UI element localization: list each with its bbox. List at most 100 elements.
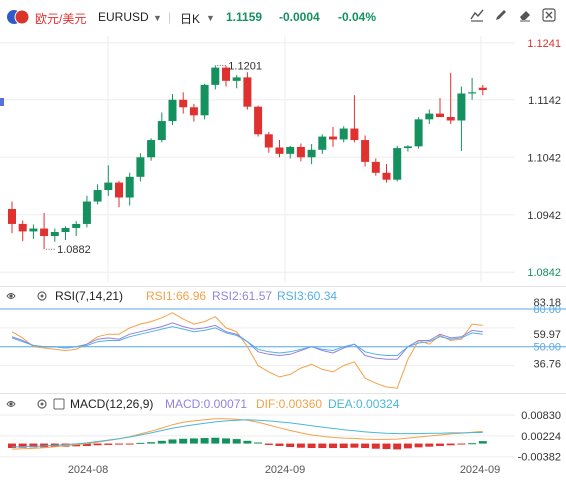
candle bbox=[29, 228, 38, 232]
macd-legend: MACD:0.00071 bbox=[165, 397, 247, 411]
candle bbox=[393, 148, 402, 180]
macd-bar bbox=[200, 438, 209, 444]
macd-bar bbox=[425, 443, 434, 447]
candle bbox=[318, 136, 327, 150]
macd-tick-label: 0.00224 bbox=[521, 431, 561, 443]
dea-legend: DEA:0.00324 bbox=[328, 397, 400, 411]
close-icon[interactable] bbox=[539, 8, 559, 28]
candle bbox=[478, 87, 487, 91]
candle bbox=[468, 92, 477, 94]
macd-bar bbox=[296, 443, 305, 448]
rsi-tick-label: 50.00 bbox=[533, 342, 561, 354]
macd-bar bbox=[318, 443, 327, 449]
macd-bar bbox=[457, 443, 466, 445]
price-change-percent: -0.04% bbox=[338, 10, 377, 24]
candle bbox=[125, 176, 134, 198]
symbol-code[interactable]: EURUSD bbox=[98, 10, 149, 24]
period-selector[interactable]: 日K bbox=[180, 12, 201, 26]
macd-bar bbox=[307, 443, 316, 449]
rsi-tick-label: 36.76 bbox=[533, 358, 561, 370]
macd-bar bbox=[189, 438, 198, 444]
macd-bar bbox=[222, 438, 230, 444]
candle bbox=[286, 146, 295, 154]
rsi-tick-label: 80.00 bbox=[533, 304, 561, 316]
candle bbox=[104, 182, 113, 191]
pencil-icon[interactable] bbox=[491, 8, 511, 28]
candle bbox=[264, 134, 273, 148]
y-tick-label: 1.1142 bbox=[528, 95, 561, 107]
settings-icon-dot bbox=[40, 402, 44, 406]
candle bbox=[200, 84, 209, 116]
price-panel-marker bbox=[0, 98, 4, 106]
candle bbox=[157, 121, 166, 141]
candle bbox=[40, 228, 49, 237]
macd-tick-label: 0.00830 bbox=[521, 410, 561, 422]
candle bbox=[8, 209, 16, 224]
candle bbox=[446, 117, 455, 121]
candle bbox=[18, 223, 27, 232]
panel-divider bbox=[0, 286, 566, 287]
rsi-series-line bbox=[11, 312, 483, 389]
x-tick-label: 2024-09 bbox=[265, 464, 305, 476]
eraser-icon[interactable] bbox=[515, 8, 535, 28]
macd-bar bbox=[243, 440, 252, 444]
symbol-dropdown-icon[interactable]: ▼ bbox=[153, 13, 162, 23]
candle bbox=[414, 119, 423, 147]
candle bbox=[254, 106, 263, 135]
candle bbox=[189, 107, 198, 116]
candle bbox=[382, 172, 391, 180]
candle bbox=[350, 128, 359, 141]
rsi-tick-label: 59.97 bbox=[533, 329, 561, 341]
candle bbox=[361, 140, 370, 162]
high-price-label: 1.1201 bbox=[228, 60, 262, 72]
macd-bar bbox=[371, 443, 380, 449]
macd-bar bbox=[254, 442, 263, 444]
macd-bar bbox=[104, 443, 113, 445]
macd-bar bbox=[40, 443, 49, 448]
eye-icon bbox=[6, 293, 16, 299]
settings-icon-dot bbox=[40, 294, 44, 298]
candle bbox=[72, 223, 81, 228]
candle bbox=[222, 67, 230, 81]
macd-bar bbox=[286, 443, 295, 447]
candle bbox=[403, 146, 412, 149]
macd-bar bbox=[168, 439, 177, 444]
hline-tool-icon[interactable] bbox=[467, 8, 487, 28]
y-tick-label: 1.1042 bbox=[527, 152, 561, 164]
eye-icon-pupil bbox=[9, 294, 13, 298]
macd-bar bbox=[147, 442, 156, 444]
rsi-title: RSI(7,14,21) bbox=[55, 289, 123, 303]
x-tick-label: 2024-08 bbox=[68, 464, 108, 476]
candle bbox=[371, 161, 380, 173]
symbol-name-cn[interactable]: 欧元/美元 bbox=[35, 12, 87, 26]
macd-bar bbox=[275, 443, 284, 446]
candle bbox=[275, 147, 284, 154]
candle bbox=[307, 149, 316, 158]
candle bbox=[339, 128, 348, 140]
currency-flag-icon bbox=[6, 9, 30, 28]
macd-bar bbox=[446, 443, 455, 446]
dif-legend: DIF:0.00360 bbox=[256, 397, 322, 411]
price-change: -0.0004 bbox=[279, 10, 320, 24]
candle bbox=[115, 182, 123, 198]
candle bbox=[232, 77, 241, 81]
chart-toolbar: 欧元/美元 EURUSD ▼ | 日K ▼ 1.1159 -0.0004 -0.… bbox=[0, 0, 566, 36]
macd-bar bbox=[478, 441, 487, 444]
x-tick-label: 2024-09 bbox=[460, 464, 500, 476]
macd-series-line bbox=[11, 419, 483, 448]
macd-bar bbox=[8, 443, 16, 449]
period-dropdown-icon[interactable]: ▼ bbox=[206, 13, 215, 23]
macd-bar bbox=[211, 437, 220, 444]
macd-bar bbox=[232, 439, 241, 444]
candle bbox=[93, 190, 102, 202]
rsi-series-line bbox=[11, 326, 483, 356]
candle bbox=[168, 99, 177, 122]
macd-bar bbox=[93, 443, 102, 446]
low-price-label: 1.0882 bbox=[57, 244, 91, 256]
candle bbox=[82, 201, 91, 224]
macd-bar bbox=[136, 442, 145, 444]
eye-icon-pupil bbox=[9, 402, 13, 406]
macd-bar bbox=[361, 443, 370, 449]
macd-bar bbox=[29, 443, 38, 448]
